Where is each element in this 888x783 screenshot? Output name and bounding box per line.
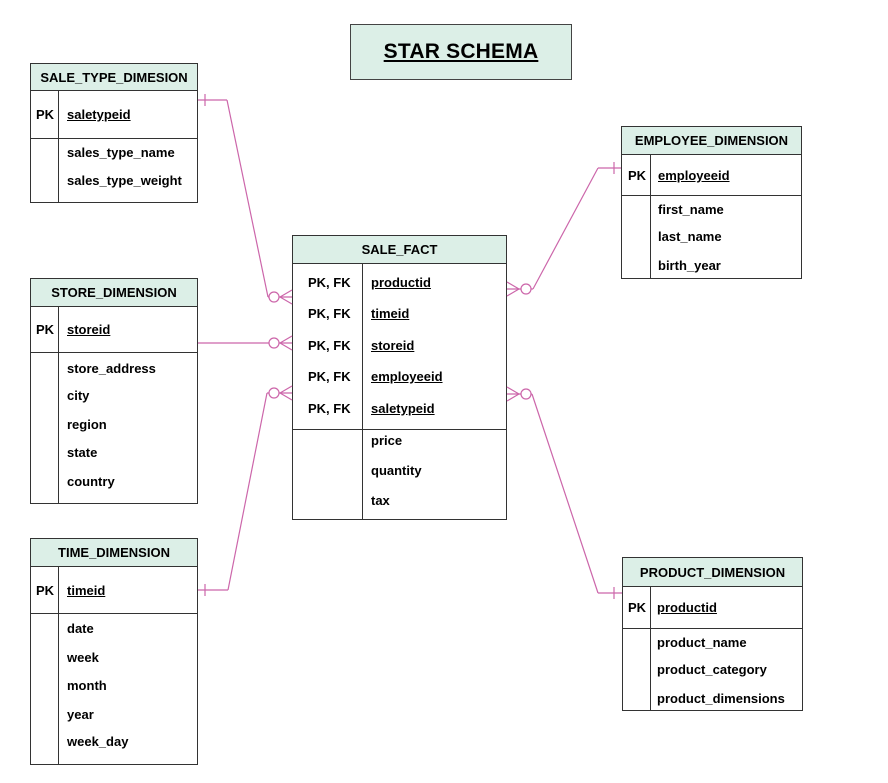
entity-header: SALE_TYPE_DIMESION — [31, 64, 197, 91]
pk-field: saletypeid — [67, 107, 131, 122]
attribute: product_dimensions — [657, 691, 785, 706]
attribute: city — [67, 388, 90, 403]
attribute: region — [67, 417, 107, 432]
column-divider — [58, 306, 59, 503]
attribute: week_day — [67, 734, 129, 749]
entity-sale-type-dimension: SALE_TYPE_DIMESION PK saletypeid sales_t… — [30, 63, 198, 203]
attribute: sales_type_name — [67, 145, 175, 160]
attribute: product_category — [657, 662, 767, 677]
entity-header: EMPLOYEE_DIMENSION — [622, 127, 801, 155]
column-divider — [58, 566, 59, 764]
entity-name: SALE_TYPE_DIMESION — [40, 69, 188, 85]
diagram-title-box: STAR SCHEMA — [350, 24, 572, 80]
relationship-product-to-fact — [506, 386, 622, 599]
entity-header: TIME_DIMENSION — [31, 539, 197, 567]
pk-label: PK — [628, 168, 647, 183]
pk-field: storeid — [67, 322, 111, 337]
pk-field: productid — [657, 600, 717, 615]
entity-employee-dimension: EMPLOYEE_DIMENSION PK employeeid first_n… — [621, 126, 802, 279]
column-divider — [362, 263, 363, 519]
pk-row — [31, 306, 197, 353]
attribute: tax — [371, 493, 390, 508]
relationship-sale-type-to-fact — [198, 94, 293, 305]
attribute: year — [67, 707, 94, 722]
key-label: PK, FK — [308, 275, 351, 290]
attribute: product_name — [657, 635, 747, 650]
pk-row — [31, 90, 197, 139]
entity-header: PRODUCT_DIMENSION — [623, 558, 802, 587]
key-field: employeeid — [371, 369, 443, 384]
relationship-store-to-fact — [198, 335, 293, 351]
attribute: state — [67, 445, 98, 460]
relationship-employee-to-fact — [506, 162, 621, 297]
entity-name: TIME_DIMENSION — [58, 545, 170, 560]
pk-row — [293, 263, 506, 430]
pk-row — [622, 154, 801, 196]
entity-time-dimension: TIME_DIMENSION PK timeid date week month… — [30, 538, 198, 765]
column-divider — [650, 154, 651, 278]
key-label: PK, FK — [308, 338, 351, 353]
pk-field: timeid — [67, 583, 106, 598]
attribute: last_name — [658, 229, 722, 244]
key-label: PK, FK — [308, 401, 351, 416]
entity-name: EMPLOYEE_DIMENSION — [634, 133, 789, 148]
entity-header: SALE_FACT — [293, 236, 506, 264]
pk-field: employeeid — [658, 168, 730, 183]
attribute: week — [67, 650, 99, 665]
attribute: date — [67, 621, 94, 636]
diagram-title: STAR SCHEMA — [383, 40, 539, 63]
column-divider — [58, 90, 59, 202]
pk-row — [623, 586, 802, 629]
attribute: birth_year — [658, 258, 721, 273]
key-field: timeid — [371, 306, 410, 321]
key-field: storeid — [371, 338, 415, 353]
attribute: store_address — [67, 361, 156, 376]
entity-product-dimension: PRODUCT_DIMENSION PK productid product_n… — [622, 557, 803, 711]
key-label: PK, FK — [308, 306, 351, 321]
pk-label: PK — [628, 600, 647, 615]
entity-name: SALE_FACT — [361, 242, 438, 257]
attribute: country — [67, 474, 115, 489]
key-label: PK, FK — [308, 369, 351, 384]
attribute: sales_type_weight — [67, 173, 182, 188]
pk-label: PK — [36, 107, 55, 122]
key-field: saletypeid — [371, 401, 435, 416]
attribute: price — [371, 433, 403, 448]
pk-row — [31, 566, 197, 614]
attribute: month — [67, 678, 107, 693]
entity-sale-fact: SALE_FACT PK, FK productid PK, FK timeid… — [292, 235, 507, 520]
entity-store-dimension: STORE_DIMENSION PK storeid store_address… — [30, 278, 198, 504]
entity-name: STORE_DIMENSION — [51, 285, 177, 300]
entity-name: PRODUCT_DIMENSION — [639, 564, 786, 580]
relationship-time-to-fact — [198, 385, 293, 596]
pk-label: PK — [36, 322, 55, 337]
attribute: quantity — [371, 463, 422, 478]
column-divider — [650, 586, 651, 710]
entity-header: STORE_DIMENSION — [31, 279, 197, 307]
attribute: first_name — [658, 202, 724, 217]
key-field: productid — [371, 275, 431, 290]
pk-label: PK — [36, 583, 55, 598]
